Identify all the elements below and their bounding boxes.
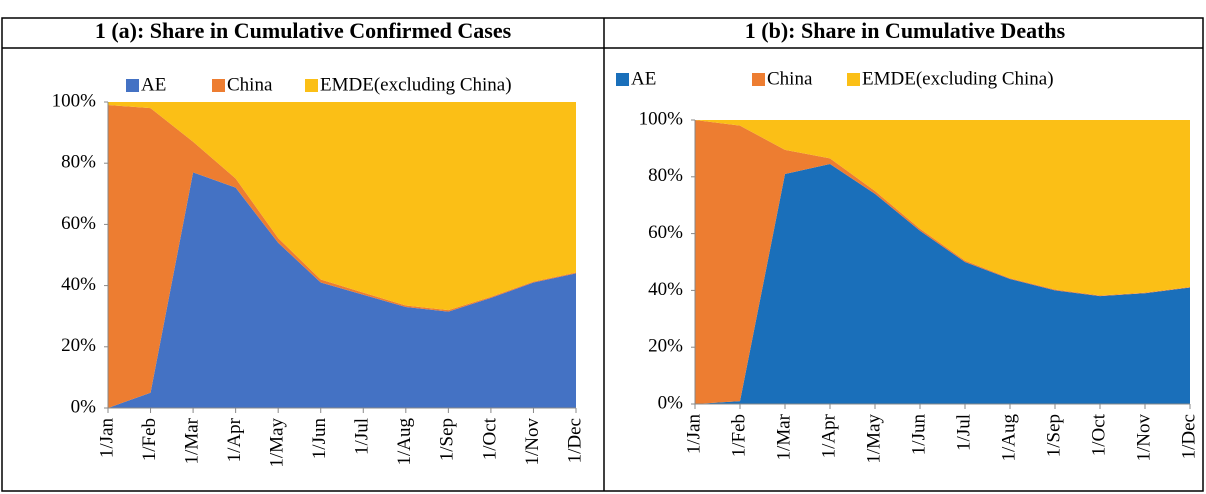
legend-swatch	[752, 73, 765, 86]
x-tick-label: 1/Aug	[394, 418, 415, 466]
x-tick-label: 1/Sep	[437, 418, 458, 461]
area	[108, 172, 576, 408]
table-border	[1, 17, 1204, 492]
area	[108, 105, 576, 408]
legend-swatch	[126, 79, 139, 92]
x-tick-label: 1/Dec	[564, 418, 585, 463]
x-tick-label: 1/Mar	[773, 413, 794, 460]
y-tick-label: 40%	[648, 279, 683, 300]
panel-title: 1 (a): Share in Cumulative Confirmed Cas…	[95, 18, 512, 43]
legend-label: EMDE(excluding China)	[320, 74, 512, 95]
x-tick-label: 1/May	[863, 414, 884, 464]
x-tick-label: 1/Mar	[181, 417, 202, 464]
legend-swatch	[212, 79, 225, 92]
x-tick-label: 1/Jun	[908, 414, 929, 456]
x-tick-label: 1/Nov	[522, 418, 543, 466]
x-tick-label: 1/Feb	[139, 418, 160, 461]
legend-label: AE	[141, 74, 166, 95]
y-tick-label: 0%	[71, 396, 97, 417]
x-tick-label: 1/Apr	[818, 413, 839, 458]
y-tick-label: 60%	[61, 213, 96, 234]
y-tick-label: 20%	[648, 336, 683, 357]
x-tick-label: 1/Dec	[1178, 414, 1199, 459]
area	[695, 120, 1190, 404]
x-tick-label: 1/Jul	[953, 414, 974, 451]
y-tick-label: 60%	[648, 222, 683, 243]
legend-label: AE	[631, 68, 656, 89]
x-tick-label: 1/Jan	[683, 414, 704, 455]
x-tick-label: 1/Aug	[998, 414, 1019, 462]
legend-label: EMDE(excluding China)	[862, 68, 1054, 89]
y-tick-label: 40%	[61, 274, 96, 295]
x-tick-label: 1/Apr	[224, 417, 245, 462]
x-tick-label: 1/Jul	[352, 418, 373, 455]
legend-label: China	[767, 68, 813, 89]
y-tick-label: 100%	[639, 108, 684, 129]
x-tick-label: 1/Nov	[1133, 414, 1154, 462]
legend-label: China	[227, 74, 273, 95]
legend-swatch	[616, 73, 629, 86]
area	[108, 102, 576, 311]
x-tick-label: 1/Feb	[728, 414, 749, 457]
y-tick-label: 20%	[61, 335, 96, 356]
x-tick-label: 1/Oct	[1088, 413, 1109, 456]
x-tick-label: 1/Jun	[309, 418, 330, 460]
y-tick-label: 80%	[648, 165, 683, 186]
x-tick-label: 1/May	[267, 418, 288, 468]
y-tick-label: 0%	[658, 392, 684, 413]
y-tick-label: 100%	[52, 90, 97, 111]
y-tick-label: 80%	[61, 152, 96, 173]
legend-swatch	[847, 73, 860, 86]
area	[695, 120, 1190, 296]
x-tick-label: 1/Sep	[1043, 414, 1064, 457]
x-tick-label: 1/Oct	[479, 417, 500, 460]
legend-swatch	[305, 79, 318, 92]
area	[695, 164, 1190, 404]
x-tick-label: 1/Jan	[96, 418, 117, 459]
panel-title: 1 (b): Share in Cumulative Deaths	[745, 18, 1066, 43]
